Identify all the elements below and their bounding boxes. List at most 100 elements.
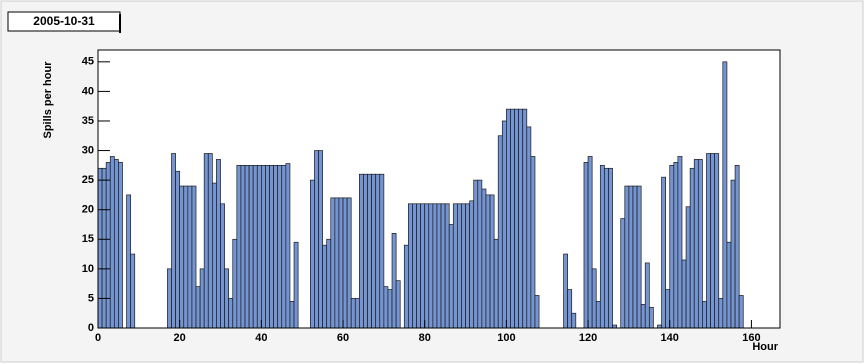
bar (191, 185, 197, 329)
bar (322, 244, 328, 329)
bar (334, 197, 340, 329)
bar (718, 298, 724, 329)
y-axis-label: Spills per hour (42, 61, 54, 139)
bar (477, 179, 483, 329)
bar (248, 164, 254, 329)
bar (350, 298, 356, 329)
bar (359, 173, 364, 329)
bar (240, 164, 246, 329)
bar (285, 163, 291, 329)
bar (673, 162, 679, 329)
bar (310, 179, 315, 329)
bar (681, 259, 687, 329)
bar (440, 203, 446, 329)
bar (595, 301, 601, 329)
bar (583, 162, 589, 329)
bar (677, 156, 683, 329)
bar (183, 185, 189, 329)
bar (563, 253, 568, 329)
bar (738, 295, 744, 329)
bar (269, 164, 274, 329)
bar (395, 280, 401, 329)
bar (346, 197, 352, 329)
bar (420, 203, 426, 329)
y-tick-label: 20 (82, 204, 94, 216)
bar (207, 153, 213, 329)
bar (465, 203, 470, 329)
bar (220, 203, 225, 329)
y-tick-label: 0 (88, 322, 94, 334)
bar (636, 185, 642, 329)
bar (452, 203, 458, 329)
bar (493, 238, 499, 329)
x-tick-label: 80 (419, 332, 431, 344)
x-tick-label: 120 (579, 332, 597, 344)
bar (113, 159, 119, 329)
bar (281, 164, 287, 329)
bar (338, 197, 344, 329)
bar (101, 167, 107, 329)
bar (277, 164, 283, 329)
bar (448, 224, 454, 329)
bar (665, 289, 671, 329)
bar (624, 185, 630, 329)
bar (620, 218, 626, 329)
bar (510, 108, 515, 329)
y-tick-label: 30 (82, 144, 94, 156)
bar (518, 108, 524, 329)
bar (265, 164, 270, 329)
bar (256, 164, 262, 329)
bar (387, 289, 393, 329)
y-tick-label: 45 (82, 56, 94, 68)
bar (383, 286, 389, 329)
bar (289, 301, 295, 329)
bar (326, 238, 332, 329)
bar (628, 185, 634, 329)
bar (293, 241, 299, 329)
bar (371, 173, 377, 329)
y-tick-label: 10 (82, 263, 94, 275)
bar (424, 203, 430, 329)
bar (661, 176, 667, 329)
bar (444, 203, 450, 329)
bar (689, 167, 695, 329)
bar (171, 153, 176, 329)
bar (481, 188, 487, 329)
bar (734, 164, 740, 329)
bar (693, 159, 699, 329)
x-tick-label: 0 (95, 332, 101, 344)
x-tick-label: 40 (255, 332, 267, 344)
bar (273, 164, 279, 329)
x-tick-label: 160 (742, 332, 760, 344)
bar (403, 244, 409, 329)
bar (195, 286, 201, 329)
bar (485, 194, 491, 329)
bar (526, 126, 532, 329)
bar (632, 185, 638, 329)
x-tick-label: 60 (337, 332, 349, 344)
y-tick-label: 35 (82, 115, 94, 127)
bar (236, 164, 242, 329)
bar (367, 173, 372, 329)
bar (216, 159, 221, 329)
bar (175, 170, 181, 329)
y-tick-label: 5 (88, 292, 94, 304)
bar (685, 206, 691, 329)
bar (252, 164, 258, 329)
bar (702, 301, 707, 329)
bar (648, 306, 654, 329)
bar (644, 262, 650, 329)
bar (567, 289, 573, 329)
bar (363, 173, 368, 329)
bar (314, 150, 319, 329)
bar (469, 200, 475, 329)
x-axis-label: Hour (752, 341, 778, 353)
bar (599, 164, 605, 329)
bar (722, 61, 728, 329)
bar (126, 194, 132, 329)
bar (354, 298, 360, 329)
bar (608, 167, 613, 329)
bar (530, 156, 536, 329)
y-tick-label: 15 (82, 233, 94, 245)
